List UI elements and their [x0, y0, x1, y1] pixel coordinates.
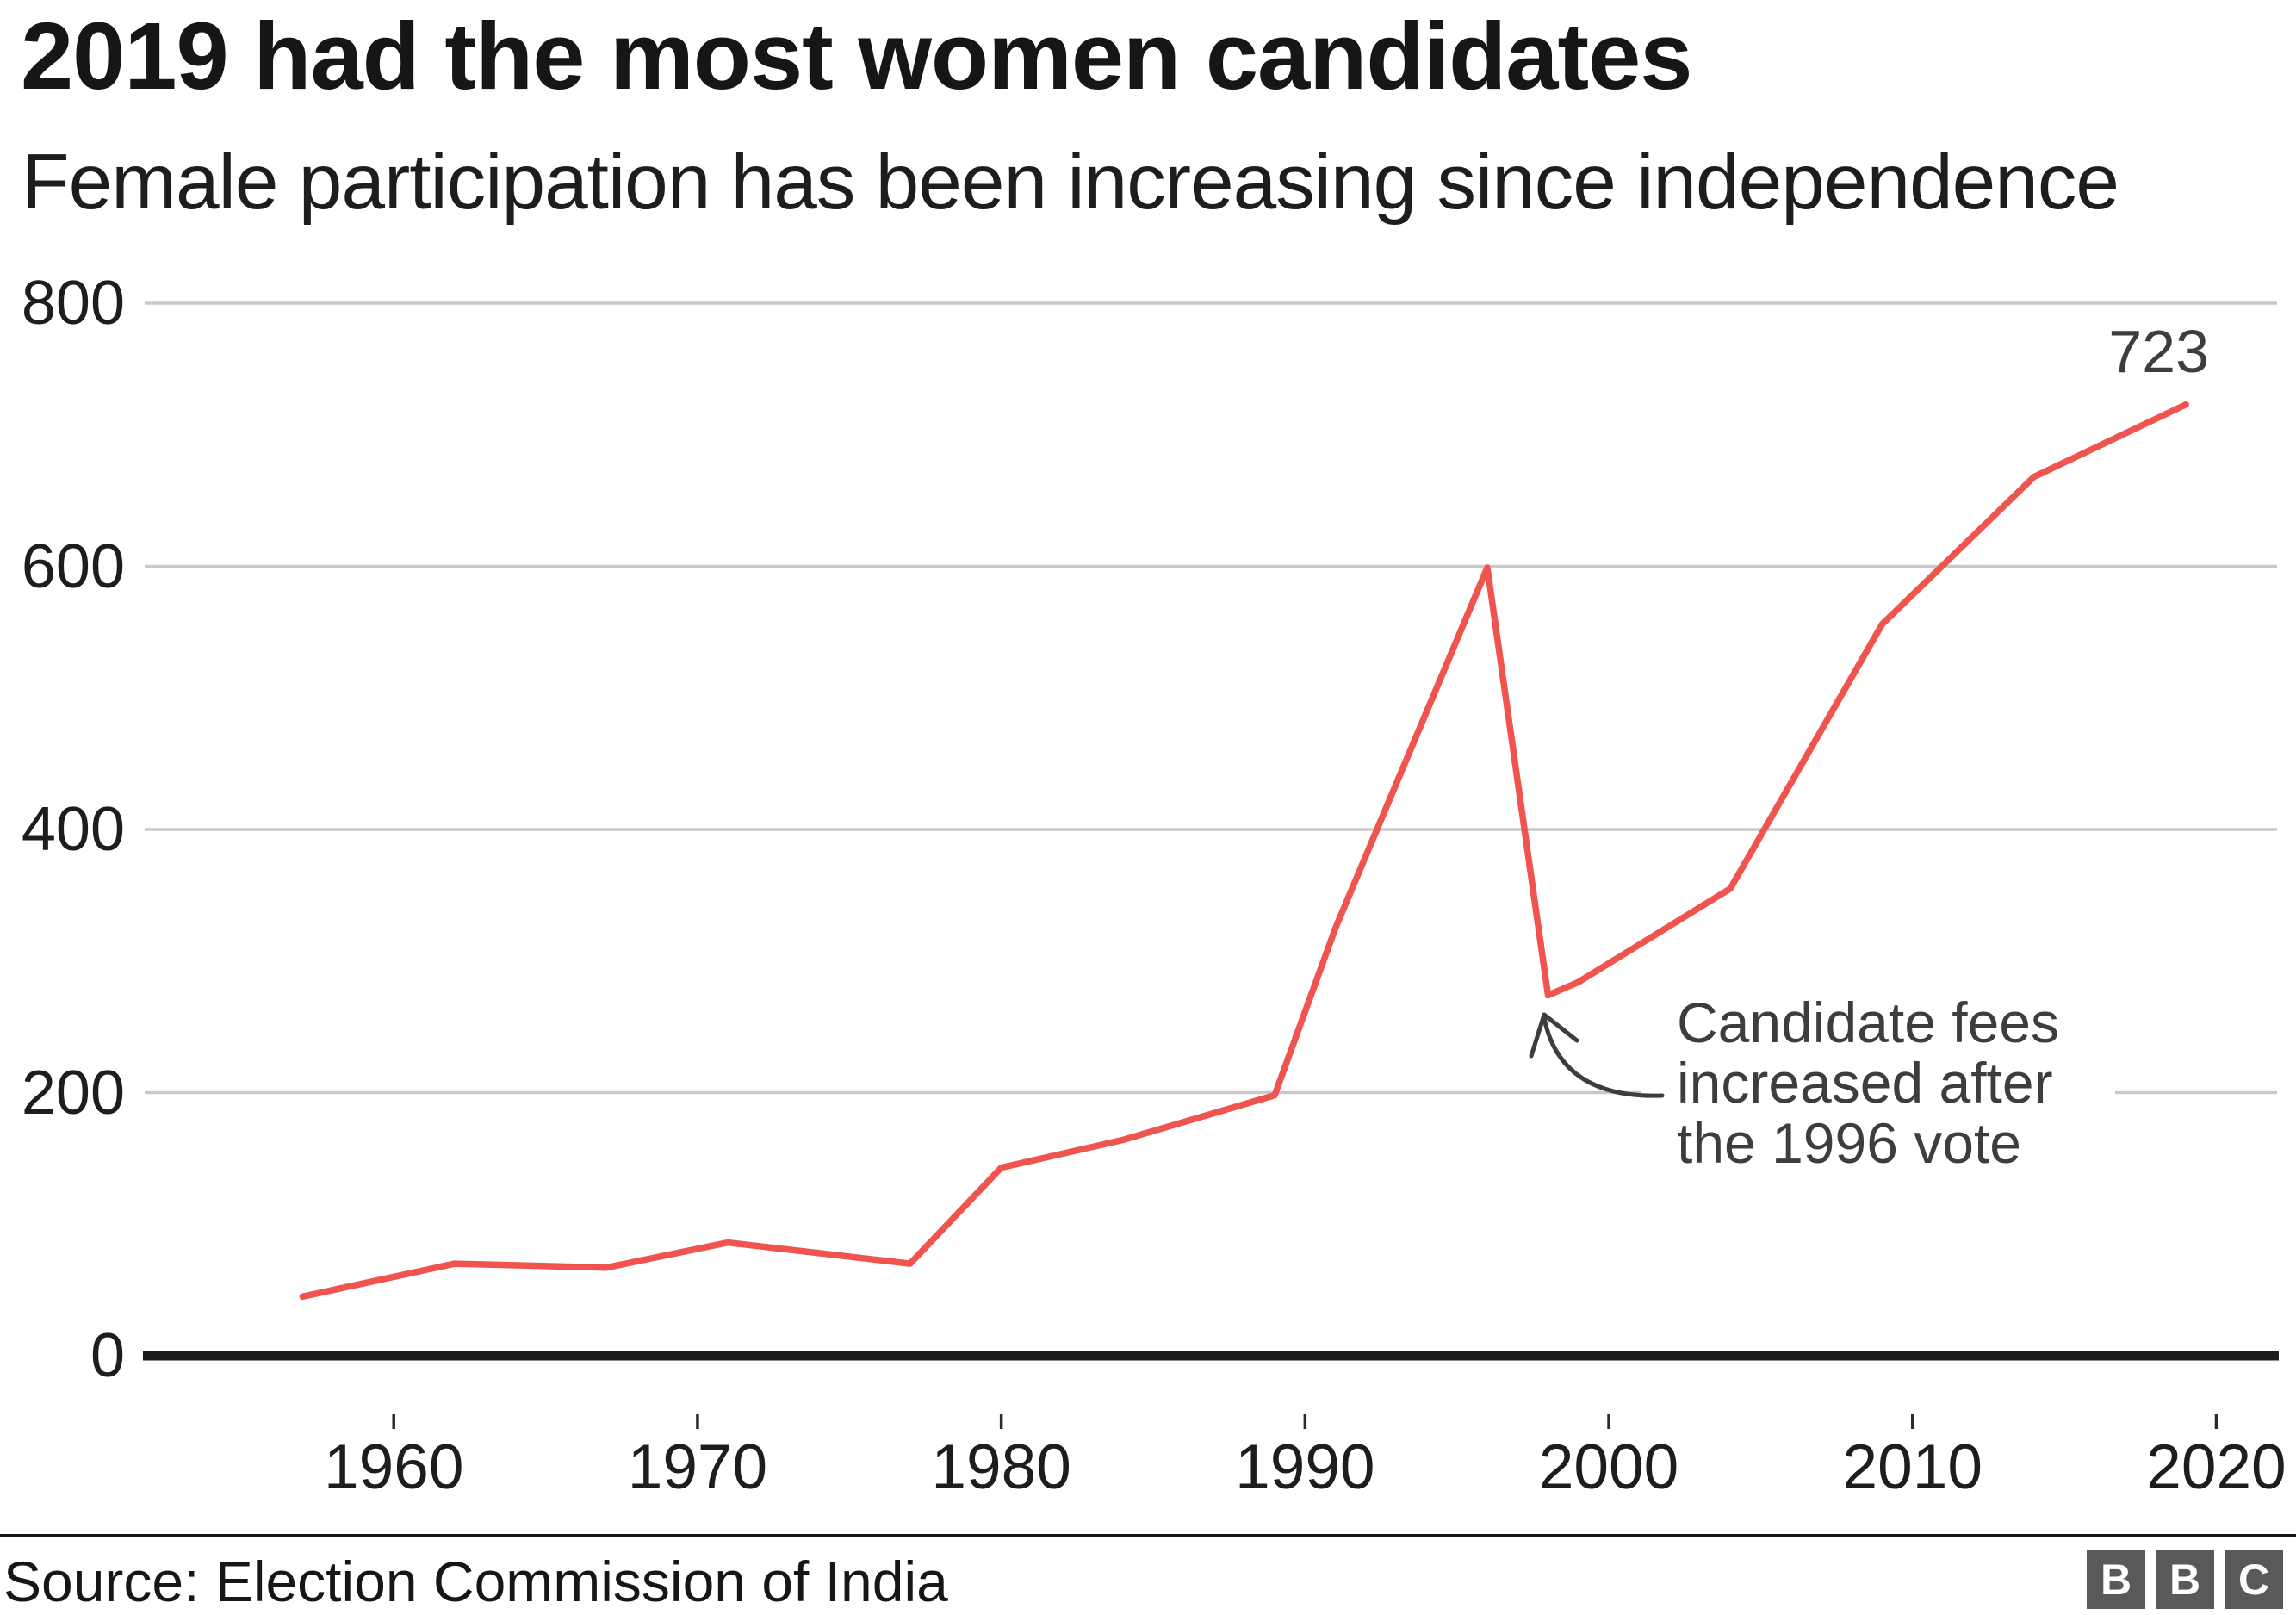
x-axis-tick-label: 1980	[931, 1432, 1071, 1502]
y-axis-tick-label: 600	[21, 531, 125, 601]
annotation-line: Candidate fees	[1677, 991, 2059, 1054]
bbc-logo-letter: B	[2169, 1556, 2201, 1604]
bbc-logo: B B C	[2087, 1550, 2283, 1609]
annotation-callout: Candidate fees increased after the 1996 …	[1677, 992, 2059, 1173]
annotation-line: increased after	[1677, 1051, 2053, 1115]
bbc-logo-block: C	[2225, 1550, 2283, 1609]
annotation-arrowhead	[1529, 1012, 1579, 1059]
y-axis-tick-label: 400	[21, 795, 125, 864]
y-axis-tick-label: 200	[21, 1058, 125, 1127]
x-axis-tick-label: 2020	[2146, 1432, 2287, 1502]
bbc-logo-letter: C	[2237, 1556, 2270, 1604]
annotation-background	[1641, 989, 2115, 1197]
chart-title: 2019 had the most women candidates	[21, 3, 1692, 109]
bbc-logo-letter: B	[2100, 1556, 2132, 1604]
annotation-line: the 1996 vote	[1677, 1111, 2021, 1175]
footer-divider	[0, 1534, 2296, 1537]
x-axis-tick-label: 1970	[627, 1432, 768, 1502]
chart-subtitle: Female participation has been increasing…	[22, 139, 2119, 226]
y-axis-tick-label: 0	[90, 1321, 125, 1390]
data-line-women-candidates	[299, 401, 2189, 1301]
y-axis-tick-label: 800	[21, 269, 125, 338]
annotation-arrow	[1542, 1016, 1665, 1098]
bbc-logo-block: B	[2087, 1550, 2145, 1609]
x-axis-tick-label: 2000	[1538, 1432, 1679, 1502]
bbc-logo-block: B	[2156, 1550, 2214, 1609]
x-axis-tick-label: 2010	[1842, 1432, 1983, 1502]
x-axis-tick-label: 1960	[324, 1432, 464, 1502]
end-value-label: 723	[2108, 318, 2209, 385]
source-text: Source: Election Commission of India	[3, 1550, 948, 1613]
x-axis-tick-label: 1990	[1235, 1432, 1375, 1502]
